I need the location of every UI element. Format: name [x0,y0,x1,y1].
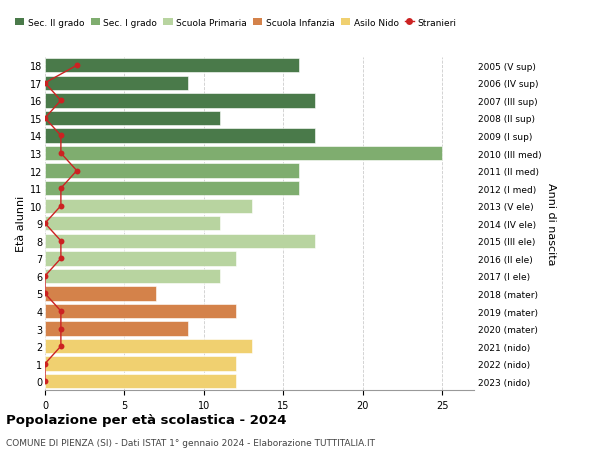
Point [56,133,65,140]
Bar [45,129,315,143]
Point [40,378,50,385]
Bar [45,146,442,161]
Bar [45,182,299,196]
Point [40,80,50,87]
Point [56,238,65,245]
Bar [45,234,315,248]
Bar [45,77,188,91]
Bar [45,286,156,301]
Bar [45,94,315,108]
Legend: Sec. II grado, Sec. I grado, Scuola Primaria, Scuola Infanzia, Asilo Nido, Stran: Sec. II grado, Sec. I grado, Scuola Prim… [15,19,457,28]
Bar [45,217,220,231]
Y-axis label: Età alunni: Età alunni [16,196,26,252]
Point [56,185,65,192]
Bar [45,164,299,179]
Point [40,220,50,228]
Bar [45,269,220,284]
Y-axis label: Anni di nascita: Anni di nascita [545,183,556,265]
Bar [45,199,251,213]
Point [72,168,82,175]
Text: Popolazione per età scolastica - 2024: Popolazione per età scolastica - 2024 [6,413,287,426]
Bar [45,374,236,389]
Point [56,343,65,350]
Point [56,202,65,210]
Point [56,308,65,315]
Point [40,290,50,297]
Bar [45,304,236,319]
Point [40,115,50,123]
Point [40,360,50,368]
Bar [45,322,188,336]
Point [72,62,82,70]
Text: COMUNE DI PIENZA (SI) - Dati ISTAT 1° gennaio 2024 - Elaborazione TUTTITALIA.IT: COMUNE DI PIENZA (SI) - Dati ISTAT 1° ge… [6,438,375,448]
Point [56,255,65,263]
Point [56,325,65,332]
Point [40,273,50,280]
Bar [45,357,236,371]
Bar [45,59,299,73]
Point [56,97,65,105]
Point [56,150,65,157]
Bar [45,252,236,266]
Bar [45,112,220,126]
Bar [45,339,251,353]
